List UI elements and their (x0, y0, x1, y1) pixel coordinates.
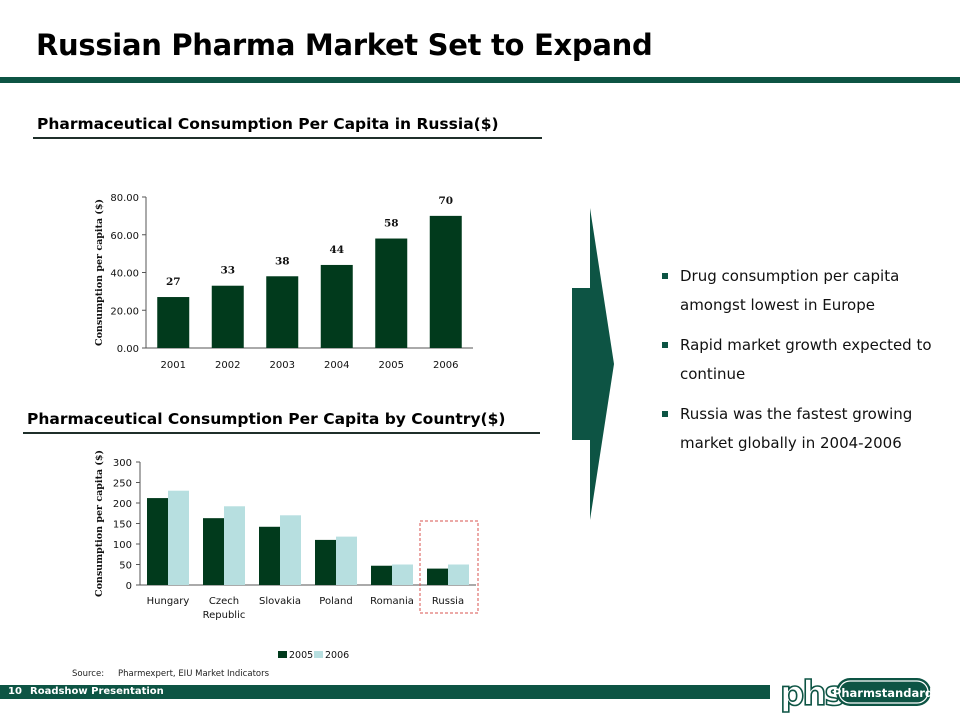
y-axis-label: Consumption per capita ($) (94, 450, 105, 597)
bullet-item: Drug consumption per capita amongst lowe… (662, 262, 932, 320)
y-tick-label: 60.00 (110, 231, 139, 242)
x-tick-label-line: Slovakia (259, 596, 301, 607)
pharmstandard-logo: phs Pharmstandard (779, 673, 933, 714)
x-tick-label: 2004 (324, 360, 349, 371)
y-tick-label: 200 (113, 499, 132, 510)
x-tick-label: 2001 (161, 360, 186, 371)
bar-2005 (371, 565, 392, 585)
chart2-heading-rule (23, 432, 540, 434)
bar-2006 (280, 515, 301, 585)
y-tick-label: 100 (113, 540, 132, 551)
legend-label: 2006 (325, 650, 349, 661)
bullet-list: Drug consumption per capita amongst lowe… (662, 262, 932, 469)
bar-2005 (147, 498, 168, 585)
bar-2006 (448, 564, 469, 585)
source-text: Pharmexpert, EIU Market Indicators (118, 669, 270, 679)
chart2-heading: Pharmaceutical Consumption Per Capita by… (27, 410, 506, 428)
chart1-heading-rule (33, 137, 542, 139)
y-tick-label: 40.00 (110, 269, 139, 280)
footer-bar (0, 685, 770, 699)
square-bullet-icon (662, 273, 668, 279)
bullet-item: Rapid market growth expected to continue (662, 331, 932, 389)
y-tick-label: 300 (113, 458, 132, 469)
x-tick-label: 2002 (215, 360, 240, 371)
x-tick-label: Hungary (147, 596, 190, 607)
russia-per-capita-chart: 0.00 20.00 40.00 60.00 80.00 27 2001 33 2002 38 20… (94, 193, 473, 371)
bar (157, 297, 190, 348)
bar-2005 (259, 526, 280, 585)
x-tick-label: Romania (370, 596, 414, 607)
x-tick-label-line: Czech (209, 596, 239, 607)
y-tick-label: 20.00 (110, 306, 139, 317)
chart1-heading: Pharmaceutical Consumption Per Capita in… (37, 115, 499, 133)
bar-2006 (168, 490, 189, 585)
country-per-capita-chart: 0 50 100 150 200 250 300 Hungary Czech Republic Sl… (94, 450, 479, 661)
bar-value-label: 38 (275, 255, 290, 267)
legend-swatch (314, 651, 323, 658)
logo-name: Pharmstandard (833, 686, 933, 700)
bullet-text: Russia was the fastest growing market gl… (680, 405, 913, 452)
square-bullet-icon (662, 342, 668, 348)
bar-2006 (392, 564, 413, 585)
bar-2005 (315, 539, 336, 585)
x-tick-label: 2005 (379, 360, 404, 371)
bar-2005 (427, 568, 448, 585)
bar (211, 285, 244, 348)
footer: 10 Roadshow Presentation (8, 686, 164, 697)
logo-badge (836, 678, 931, 706)
x-tick-label: 2003 (270, 360, 295, 371)
source-note: Source: Pharmexpert, EIU Market Indicator… (72, 669, 269, 679)
x-tick-label: 2006 (433, 360, 458, 371)
x-tick-label-line: Hungary (147, 596, 190, 607)
logo-mark: phs (780, 674, 844, 714)
bar-value-label: 27 (166, 276, 181, 288)
page-number: 10 (8, 686, 22, 697)
bar-value-label: 70 (438, 195, 453, 207)
legend-label: 2005 (289, 650, 313, 661)
bullet-text: Drug consumption per capita amongst lowe… (680, 267, 900, 314)
y-tick-label: 250 (113, 479, 132, 490)
y-tick-label: 0.00 (117, 344, 139, 355)
x-tick-label: Russia (432, 596, 464, 607)
square-bullet-icon (662, 411, 668, 417)
bullet-text: Rapid market growth expected to continue (680, 336, 932, 383)
x-tick-label: Czech Republic (203, 596, 246, 621)
bar-2005 (203, 518, 224, 585)
source-label: Source: (72, 669, 105, 679)
bar (375, 238, 408, 348)
title-rule (0, 77, 960, 83)
bar (429, 215, 462, 348)
legend-swatch (278, 651, 287, 658)
y-tick-label: 50 (119, 561, 132, 572)
y-tick-label: 80.00 (110, 193, 139, 204)
footer-label: Roadshow Presentation (30, 686, 164, 697)
bar-2006 (336, 536, 357, 585)
x-tick-label: Slovakia (259, 596, 301, 607)
bar-value-label: 33 (220, 265, 235, 277)
arrow-shape (572, 208, 614, 520)
bar (320, 264, 353, 348)
bar-value-label: 58 (384, 218, 399, 230)
arrow-graphic (572, 208, 614, 520)
page-title: Russian Pharma Market Set to Expand (36, 28, 653, 62)
bar (266, 276, 299, 348)
bullet-item: Russia was the fastest growing market gl… (662, 400, 932, 458)
x-tick-label-line: Russia (432, 596, 464, 607)
bar-2006 (224, 506, 245, 585)
y-tick-label: 150 (113, 520, 132, 531)
y-axis-label: Consumption per capita ($) (94, 199, 105, 346)
x-tick-label-line: Romania (370, 596, 414, 607)
logo-badge-ring (838, 680, 929, 704)
x-tick-label-line: Poland (319, 596, 352, 607)
x-tick-label-line: Republic (203, 610, 246, 621)
bar-value-label: 44 (329, 244, 344, 256)
x-tick-label: Poland (319, 596, 352, 607)
y-tick-label: 0 (126, 581, 132, 592)
